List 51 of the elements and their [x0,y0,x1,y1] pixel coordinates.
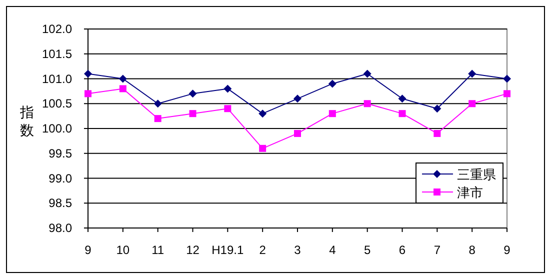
point [119,85,126,92]
y-tick-label: 98.0 [48,221,72,235]
point [328,80,336,88]
x-tick-label: 6 [398,243,406,257]
point [328,110,336,118]
x-tick-label: H19.1 [212,243,244,257]
point [364,100,371,108]
point [259,144,266,152]
point [433,104,442,113]
x-tick-label: 4 [329,243,336,257]
x-tick-label: 10 [116,243,130,257]
y-tick-label: 100.5 [42,96,72,111]
x-tick-label: 9 [84,243,92,257]
point [224,84,232,93]
point [503,74,511,83]
y-tick-label: 98.5 [48,196,72,210]
y-tick-label: 101.0 [42,72,72,86]
x-tick-label: 3 [294,243,302,257]
y-tick-label: 100.0 [42,122,72,136]
y-tick-label: 99.5 [48,146,72,160]
y-axis-title: 指数 [19,104,34,138]
legend-label: 三重県 [457,167,496,182]
point [468,70,476,78]
point [434,130,441,137]
y-tick-label: 102.0 [42,22,72,36]
y-tick-label: 101.5 [42,46,72,61]
legend-label: 津市 [457,185,483,200]
x-tick-label: 2 [259,243,266,257]
point [294,94,302,103]
point [84,70,92,78]
point [468,100,476,108]
point [189,110,196,118]
point [84,90,92,98]
point [294,130,301,137]
x-tick-label: 7 [434,243,441,257]
point [363,70,372,78]
point [504,90,510,98]
x-tick-label: 12 [186,243,200,257]
x-tick-label: 5 [364,243,371,257]
point [154,115,162,122]
y-tick-label: 99.0 [48,171,72,186]
point [188,90,197,98]
point [118,74,127,83]
x-tick-label: 9 [504,243,511,257]
x-tick-label: 11 [152,243,164,257]
x-tick-label: 8 [468,243,476,257]
point [224,105,232,112]
point [154,100,162,108]
point [398,94,406,103]
point [398,110,406,118]
point [258,110,267,118]
